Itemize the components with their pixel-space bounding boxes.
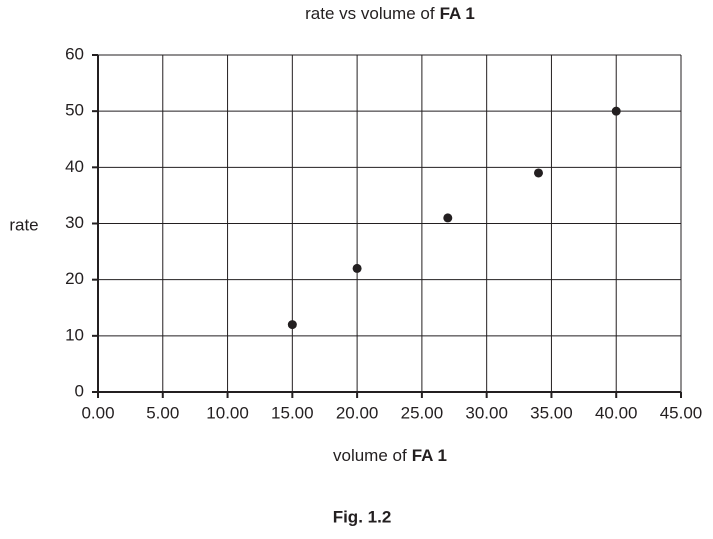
y-tick-label: 20 [65, 269, 84, 288]
y-tick-label: 40 [65, 157, 84, 176]
x-tick-label: 45.00 [660, 403, 703, 422]
x-label-text: volume of [333, 446, 407, 465]
x-tick-label: 35.00 [530, 403, 573, 422]
data-point [287, 320, 297, 330]
x-axis-label: volume of FA 1 [333, 446, 447, 465]
chart-title: rate vs volume of FA 1 [305, 4, 475, 23]
x-tick-label: 40.00 [595, 403, 638, 422]
title-text: rate vs volume of [305, 4, 435, 23]
figure-caption: Fig. 1.2 [333, 507, 392, 526]
x-tick-label: 5.00 [146, 403, 179, 422]
y-tick-label: 60 [65, 44, 84, 63]
x-tick-label: 30.00 [465, 403, 508, 422]
title-bold: FA 1 [440, 4, 475, 23]
x-label-bold: FA 1 [412, 446, 447, 465]
x-tick-label: 10.00 [206, 403, 249, 422]
y-tick-label: 10 [65, 325, 84, 344]
data-point [443, 213, 453, 223]
x-tick-label: 25.00 [401, 403, 444, 422]
y-tick-label: 0 [75, 381, 84, 400]
data-point [533, 168, 543, 178]
x-tick-label: 0.00 [81, 403, 114, 422]
data-point [611, 106, 621, 116]
data-point [352, 263, 362, 273]
x-tick-label: 20.00 [336, 403, 379, 422]
y-tick-label: 50 [65, 101, 84, 120]
y-tick-label: 30 [65, 213, 84, 232]
y-axis-label: rate [9, 215, 38, 234]
x-tick-label: 15.00 [271, 403, 314, 422]
